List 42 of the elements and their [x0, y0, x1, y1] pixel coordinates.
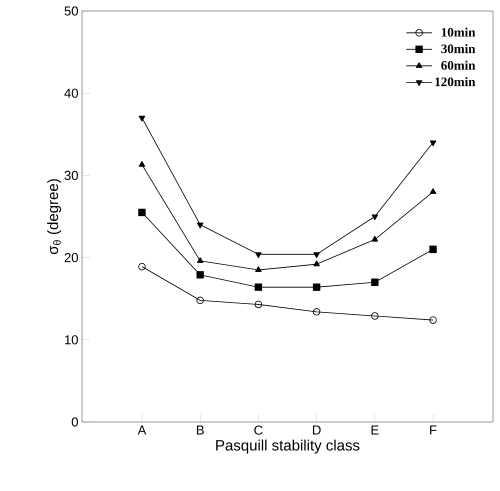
- legend-label: 10min: [442, 28, 476, 37]
- y-axis-title: σ$_{θ}$ (degree): [47, 179, 62, 254]
- x-tick-label: D: [312, 426, 321, 434]
- point: [313, 260, 320, 266]
- point: [371, 278, 379, 286]
- point: [372, 214, 378, 220]
- y-tick-label: 20: [64, 252, 78, 262]
- x-tick-label: E: [372, 426, 379, 434]
- x-axis-title: Pasquill stability class: [216, 440, 360, 454]
- point: [255, 266, 262, 272]
- point: [196, 257, 204, 263]
- point: [430, 188, 436, 194]
- point: [138, 161, 146, 167]
- point: [138, 116, 146, 122]
- y-tick-label: 30: [64, 170, 78, 180]
- point: [312, 308, 320, 316]
- y-tick-label: 40: [64, 88, 78, 98]
- point: [138, 208, 146, 216]
- point: [196, 296, 204, 304]
- x-tick-label: C: [254, 426, 263, 435]
- point: [313, 252, 320, 258]
- point: [138, 262, 146, 270]
- x-tick-label: F: [430, 426, 436, 434]
- legend-label: 30min: [441, 44, 476, 54]
- point: [312, 283, 320, 291]
- point: [429, 246, 437, 254]
- y-tick-label: 0: [72, 417, 78, 427]
- y-tick-label: 50: [64, 6, 78, 16]
- y-tick-label: 10: [65, 335, 78, 344]
- point: [254, 283, 262, 291]
- point: [371, 312, 379, 320]
- point: [430, 140, 436, 146]
- point: [255, 252, 262, 258]
- point: [429, 316, 437, 324]
- x-tick-label: A: [138, 426, 146, 434]
- point: [196, 222, 204, 228]
- legend-label: 120min: [435, 77, 476, 86]
- point: [372, 236, 378, 242]
- point: [196, 271, 204, 279]
- legend-label: 60min: [441, 60, 476, 70]
- x-tick-label: B: [196, 426, 204, 434]
- point: [254, 300, 262, 308]
